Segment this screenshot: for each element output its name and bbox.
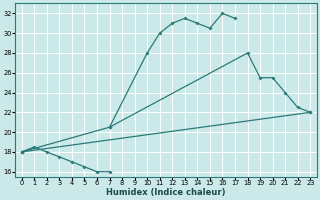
X-axis label: Humidex (Indice chaleur): Humidex (Indice chaleur) (106, 188, 226, 197)
